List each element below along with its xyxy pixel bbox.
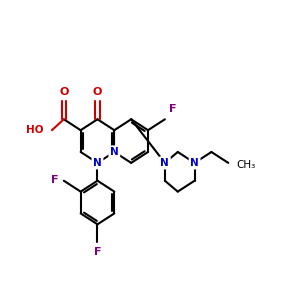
Text: N: N bbox=[110, 147, 119, 157]
Text: N: N bbox=[93, 158, 102, 168]
Text: HO: HO bbox=[26, 125, 44, 135]
Text: F: F bbox=[94, 247, 101, 257]
Text: N: N bbox=[160, 158, 169, 168]
Text: O: O bbox=[93, 86, 102, 97]
Text: N: N bbox=[190, 158, 199, 168]
Text: CH₃: CH₃ bbox=[236, 160, 255, 170]
Text: F: F bbox=[51, 175, 59, 185]
Text: F: F bbox=[169, 104, 176, 114]
Text: O: O bbox=[59, 86, 68, 97]
